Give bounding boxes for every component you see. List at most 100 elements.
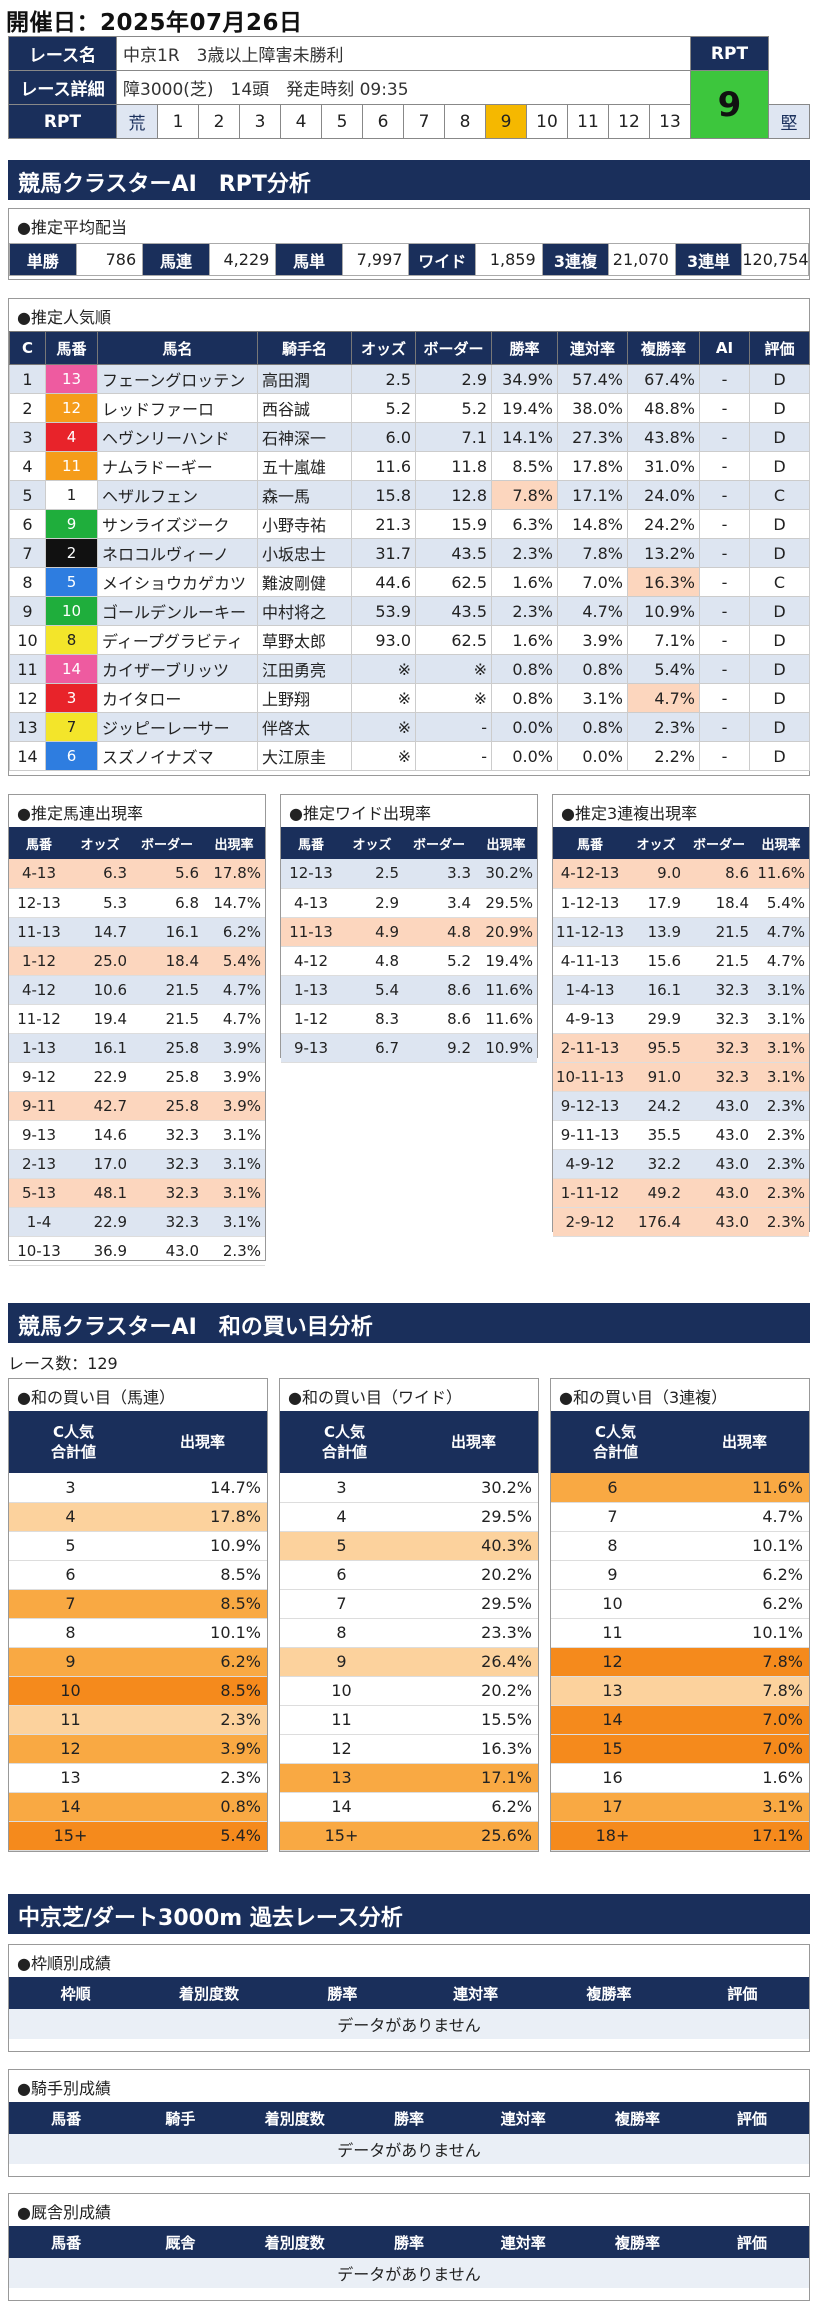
table-cell: 17.0 [69,1149,131,1179]
table-cell: 8.6 [403,1004,475,1034]
table-cell: 2 [9,393,46,423]
table-cell: 24.2% [627,509,700,539]
table-row: 4-12 10.6 21.5 4.7% [9,975,265,1005]
table-cell: 11-13 [9,917,69,947]
table-cell: 高田潤 [257,364,352,394]
table-cell: 29.5% [409,1589,538,1619]
buy-wide-panel: ●和の買い目（ワイド） C人気 合計値 出現率 3 30.2% 4 29.5% 5 40.3% 6… [279,1378,539,1852]
odds-type-label: 馬連 [142,243,210,276]
table-cell: 24.0% [627,480,700,510]
table-cell: D [749,538,810,568]
popularity-column-header: 評価 [749,331,810,365]
table-row: 7 8.5% [9,1589,267,1619]
table-row: 14 6 スズノイナズマ 大江原圭 ※ -0.0% 0.0% 2.2% - D [9,741,810,771]
popularity-column-header: オッズ [351,331,416,365]
table-cell: 西谷誠 [257,393,352,423]
table-cell: 22.9 [69,1062,131,1092]
table-cell: 1-12-13 [553,888,627,918]
table-row: 2 12 レッドファーロ 西谷誠 5.2 5.2 19.4% 38.0% 48.8% - D [9,393,810,423]
odds-value: 1,859 [475,243,543,276]
table-cell: 13 [551,1676,680,1706]
table-cell: 8.5% [138,1676,267,1706]
table-row: 9 6.2% [9,1647,267,1677]
table-row: 4-9-12 32.2 43.0 2.3% [553,1149,809,1179]
table-cell: 44.6 [351,567,416,597]
table-cell: D [749,422,810,452]
empty-message: データがありません [9,2009,809,2039]
table-cell: 8.5% [491,451,558,481]
table-row: 6 11.6% [551,1473,809,1503]
table-cell: 4-13 [281,888,341,918]
table-row: 18+ 17.1% [551,1821,809,1851]
table-cell: 36.9 [69,1236,131,1266]
table-cell: 上野翔 [257,683,352,713]
column-header: 馬番 [553,827,627,859]
table-cell: 2-13 [9,1149,69,1179]
table-cell: 5.4% [203,946,265,976]
table-cell: 2.3% [753,1178,809,1208]
rpt-scale-cell: 9 [485,104,527,139]
table-cell: 3.9% [138,1734,267,1764]
odds-type-label: 3連複 [541,243,610,276]
table-cell: ナムラドーギー [97,451,258,481]
table-row: 13 7 ジッピーレーサー 伴啓太 ※ -0.0% 0.8% 2.3% - D [9,712,810,742]
table-row: 12-13 2.5 3.3 30.2% [281,859,537,889]
table-cell: 2.3% [753,1120,809,1150]
table-row: 11-13 4.9 4.8 20.9% [281,917,537,947]
table-cell: C [749,480,810,510]
empty-message: データがありません [9,2258,809,2288]
table-row: 14 6.2% [280,1792,538,1822]
table-cell: ディープグラビティ [97,625,258,655]
table-row: 7 29.5% [280,1589,538,1619]
table-cell: 12.8 [415,480,492,510]
table-cell: 57.4% [557,364,628,394]
table-cell: 32.3 [131,1207,203,1237]
table-cell: 13 [280,1763,409,1793]
table-cell: 11.6% [753,859,809,889]
column-header: ボーダー [403,827,475,859]
table-row: 13 17.1% [280,1763,538,1793]
popularity-table: C 馬番 馬名 騎手名 オッズ ボーダー 勝率 連対率 複勝率 AI 評価 1 13 フェーングロッテン… [9,331,810,771]
table-cell: 9 [9,1647,138,1677]
table-cell: 17.1% [680,1821,809,1851]
table-cell: ゴールデンルーキー [97,596,258,626]
table-row: 3 14.7% [9,1473,267,1503]
table-cell: 小坂忠士 [257,538,352,568]
table-cell: 4 [9,451,46,481]
table-cell: ※ [415,654,492,684]
table-cell: 9 [9,596,46,626]
table-cell: D [749,625,810,655]
table-row: 4 29.5% [280,1502,538,1532]
sum-header: C人気 合計値 [9,1411,138,1473]
table-cell: - [699,509,750,539]
column-header: 評価 [694,2102,809,2134]
table-row: 9 6.2% [551,1560,809,1590]
table-row: 5 40.3% [280,1531,538,1561]
table-cell: 11-13 [281,917,341,947]
table-cell: 3.9% [203,1091,265,1121]
table-cell: 13.9 [627,917,685,947]
table-cell: 2.5 [351,364,416,394]
table-cell: 3.1% [753,1033,809,1063]
table-cell: 9 [280,1647,409,1677]
popularity-panel: ●推定人気順 C 馬番 馬名 騎手名 オッズ ボーダー 勝率 連対率 複勝率 AI 評価 1 13 フェ… [8,298,810,776]
buy-wide-title: ●和の買い目（ワイド） [288,1388,462,1407]
table-cell: 4-11-13 [553,946,627,976]
table-cell: スズノイナズマ [97,741,258,771]
race-info-table: レース名 中京1R 3歳以上障害未勝利 RPT レース詳細 障3000(芝) 1… [8,36,810,139]
table-cell: 4-9-13 [553,1004,627,1034]
table-row: 1-12 8.3 8.6 11.6% [281,1004,537,1034]
table-cell: 21.5 [685,946,753,976]
table-cell: 五十嵐雄 [257,451,352,481]
table-cell: 14.7% [138,1473,267,1503]
buy-sanren-panel: ●和の買い目（3連複） C人気 合計値 出現率 6 11.6% 7 4.7% 8 10.1% 9 6… [550,1378,810,1852]
table-cell: 31.7 [351,538,416,568]
buy-sanren-title: ●和の買い目（3連複） [559,1388,728,1407]
table-cell: 15+ [9,1821,138,1851]
table-cell: 15 [551,1734,680,1764]
table-cell: 6.0 [351,422,416,452]
table-cell: 21.3 [351,509,416,539]
table-cell: 11.6% [475,1004,537,1034]
table-cell: 伴啓太 [257,712,352,742]
column-header: 勝率 [351,2102,467,2134]
